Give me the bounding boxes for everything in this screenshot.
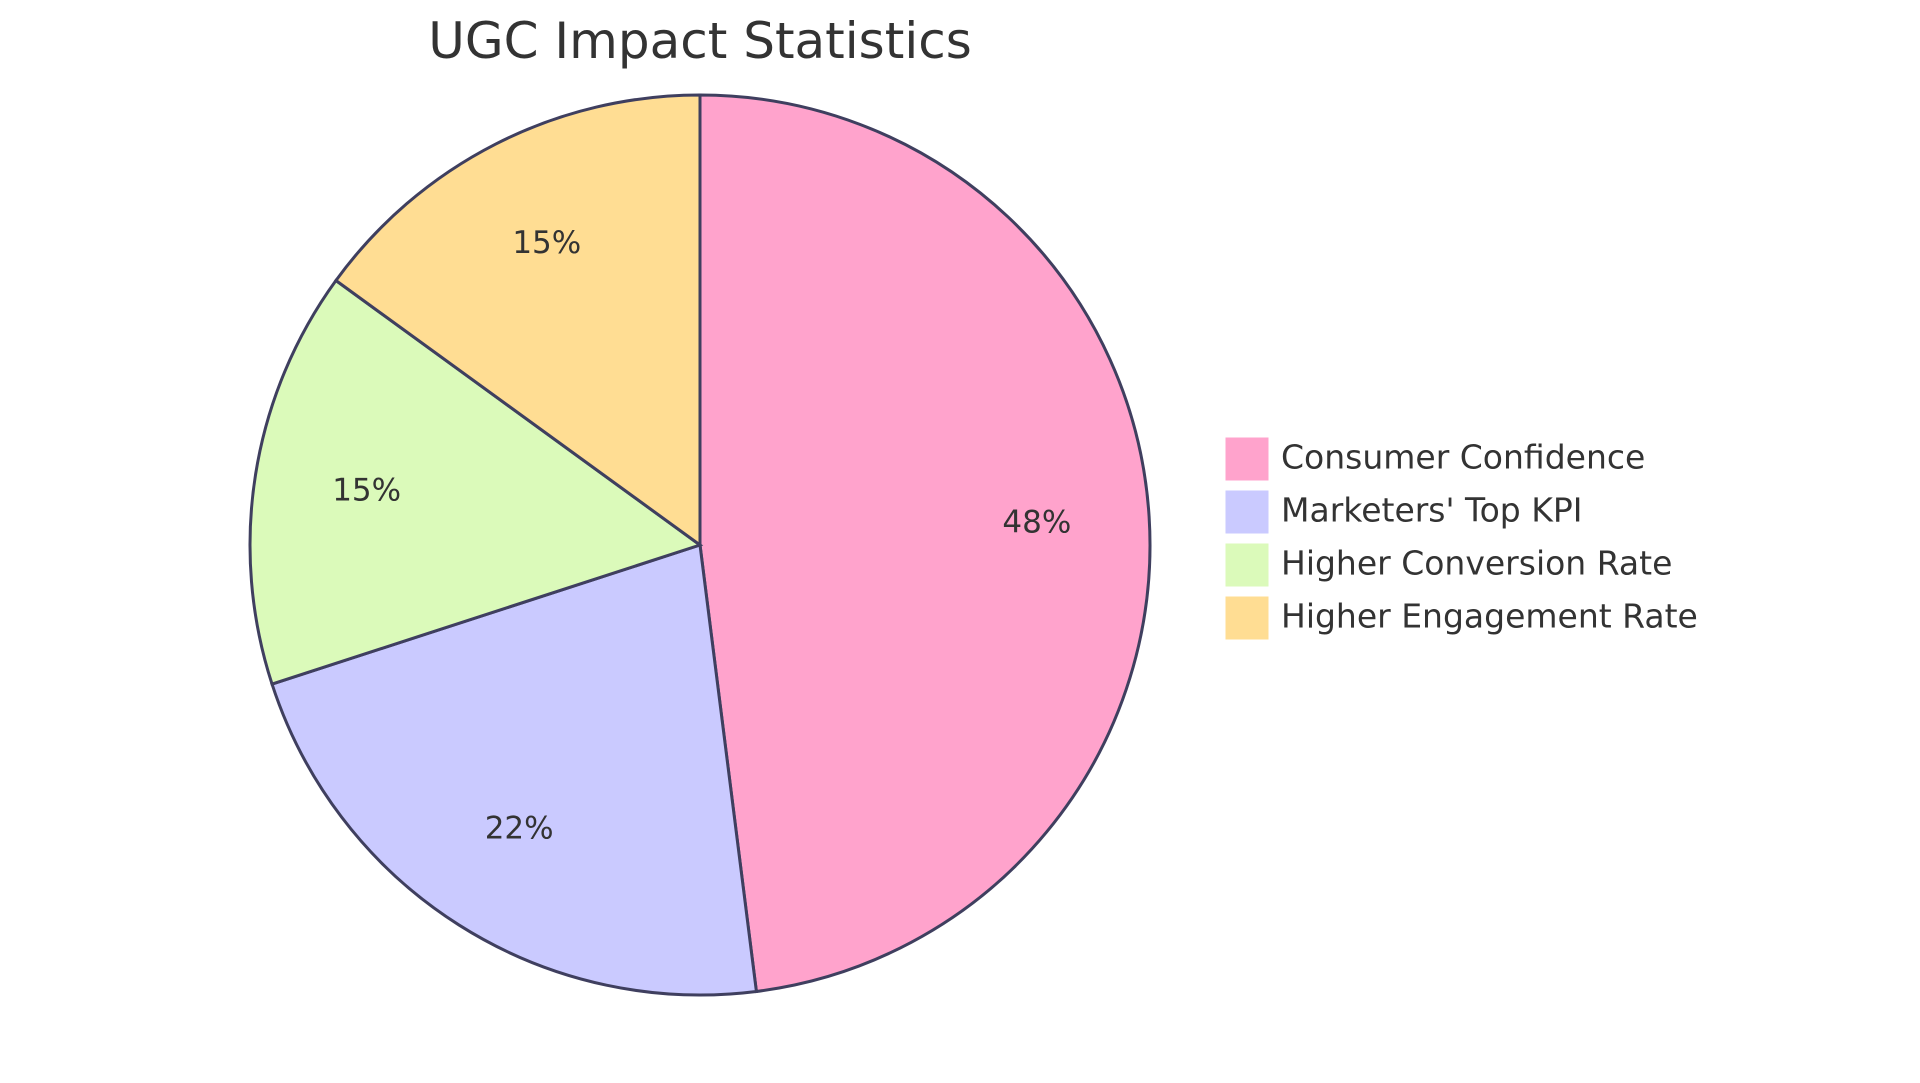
legend-swatch [1224,489,1270,535]
legend-label: Consumer Confidence [1281,438,1645,477]
pie-slice-labels: 48% 22% 15% 15% [332,225,1071,847]
pie-slices [248,93,1152,997]
legend-swatch [1224,595,1270,641]
legend-label: Higher Conversion Rate [1281,544,1672,583]
pie-slice [698,93,1152,994]
legend-swatch [1224,436,1270,482]
pie-slice-value-label: 15% [512,225,581,261]
pie-slice-value-label: 15% [332,473,401,509]
legend-label: Higher Engagement Rate [1281,597,1698,636]
pie-slice-value-label: 22% [485,810,554,846]
legend-swatch [1224,542,1270,588]
pie-slice [333,93,702,548]
pie-slice-value-label: 48% [1002,504,1071,540]
pie-slice [248,278,704,686]
legend: Consumer Confidence Marketers' Top KPI Hig… [1224,436,1698,641]
pie-slice [270,543,759,997]
chart-title: UGC Impact Statistics [428,12,972,70]
legend-label: Marketers' Top KPI [1281,491,1583,530]
